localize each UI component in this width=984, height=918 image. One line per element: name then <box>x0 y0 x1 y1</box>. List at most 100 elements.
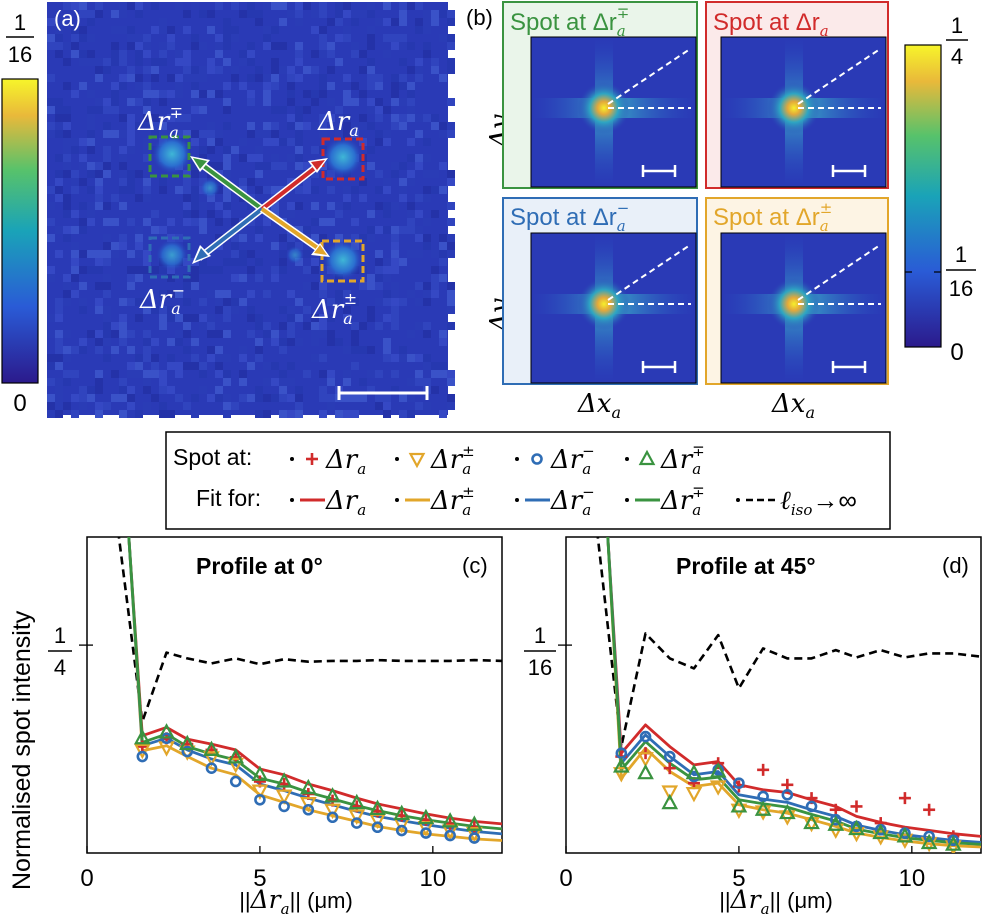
legend-marker-2 <box>531 453 543 465</box>
arrows <box>190 156 330 264</box>
legend-dot-1-0 <box>290 498 294 502</box>
series-leadin-plot-d-3 <box>606 537 623 770</box>
panel-a: 1 16 0 <box>1 2 455 418</box>
series-line-plot-d-0 <box>620 723 981 838</box>
point-plot-d-1-0 <box>612 767 630 783</box>
point-plot-c-1-7 <box>299 797 317 813</box>
b-center-0 <box>578 82 630 134</box>
spot-lower-left <box>156 239 188 271</box>
panel-b: (b) Δya Δya Δxa Δxa Spot at Δra∓ Spot at… <box>466 1 976 422</box>
point-plot-d-3-3 <box>685 763 703 780</box>
point-plot-d-2-9 <box>829 813 842 826</box>
colorbar-b <box>904 44 942 348</box>
point-plot-c-3-1 <box>158 723 175 739</box>
point-plot-c-1-5 <box>251 784 269 800</box>
point-plot-d-3-10 <box>848 819 865 836</box>
heatmap-a-noise <box>47 2 455 418</box>
point-plot-d-1-6 <box>754 805 772 821</box>
legend-dot-0-3 <box>625 457 629 461</box>
point-plot-c-3-0 <box>133 728 151 745</box>
point-plot-d-0-9 <box>829 803 842 816</box>
box-upper-right <box>321 137 365 181</box>
b-center-1 <box>768 82 820 134</box>
chart-c-ylabel: Normalised spot intensity <box>8 610 36 890</box>
legend-label-1-2: Δra− <box>550 483 595 519</box>
point-plot-c-1-4 <box>227 757 245 774</box>
b-profile45-2 <box>607 244 691 301</box>
point-plot-c-2-2 <box>181 745 194 758</box>
point-plot-c-3-14 <box>465 815 483 831</box>
point-plot-d-0-12 <box>898 792 911 805</box>
series-line-plot-c-1 <box>142 744 502 842</box>
series-line-plot-c-2 <box>141 736 502 836</box>
point-plot-c-2-4 <box>229 775 242 788</box>
chart-d-tag: (d) <box>942 553 969 578</box>
label-a-upper-right: Δra <box>317 107 359 140</box>
series-line-plot-d-1 <box>620 746 981 849</box>
legend-dot-0-1 <box>395 457 399 461</box>
point-plot-c-2-6 <box>278 800 290 813</box>
point-plot-c-3-3 <box>203 740 220 756</box>
series-line-plot-d-3 <box>620 740 981 846</box>
spot-upper-right <box>323 137 363 177</box>
chart-d-ytick-num: 1 <box>534 623 546 648</box>
chart-c-tag: (c) <box>462 553 488 578</box>
plot-frame-c <box>86 536 503 854</box>
series-line-plot-c-4 <box>117 537 502 723</box>
colorbar-b-bottom: 0 <box>950 339 963 366</box>
chart-c-ytick-num: 1 <box>54 623 66 648</box>
panel-c: 0 5 10 Profile at 0° (c) Normalised spot i… <box>8 536 503 918</box>
point-plot-d-2-5 <box>733 777 745 789</box>
title-b1: Spot at Δra∓ <box>510 4 629 40</box>
scalebar-a <box>337 386 429 400</box>
colorbar-b-top-num: 1 <box>951 13 963 38</box>
point-plot-c-2-3 <box>205 762 218 774</box>
legend-dot-iso <box>736 498 740 502</box>
point-plot-d-0-2 <box>663 762 676 775</box>
legend-label-0-2: Δra− <box>550 442 595 478</box>
title-b2: Spot at Δra <box>713 9 829 40</box>
b-profile45-3 <box>797 244 881 301</box>
chart-c-title: Profile at 0° <box>196 553 323 579</box>
point-plot-c-2-0 <box>136 750 149 763</box>
point-plot-c-2-10 <box>371 821 384 834</box>
legend-marker-3 <box>638 449 656 466</box>
point-plot-d-0-7 <box>781 778 794 791</box>
point-plot-c-2-9 <box>350 817 363 829</box>
label-a-upper-left: Δra∓ <box>137 103 183 142</box>
label-a-lower-left: Δra− <box>139 281 185 318</box>
xtick-label-plot-c-0: 0 <box>80 865 93 892</box>
legend-dot-1-3 <box>625 498 629 502</box>
box-lower-left <box>148 236 191 279</box>
point-plot-d-0-10 <box>850 800 863 813</box>
legend-marker-1 <box>408 452 426 469</box>
point-plot-d-3-2 <box>661 793 679 810</box>
xtick-label-plot-c-1: 5 <box>253 865 266 892</box>
series-leadin-plot-c-3 <box>127 537 144 743</box>
legend-row1-label: Spot at: <box>173 444 252 470</box>
series-line-plot-c-0 <box>141 726 502 826</box>
legend: Spot at: Fit for: Δra Δra± Δra− Δra∓ Δra Δra±… <box>165 431 891 530</box>
point-plot-d-3-9 <box>827 815 845 831</box>
point-plot-d-0-13 <box>923 803 936 816</box>
chart-d-xlabel: ||Δra|| (μm) <box>719 885 833 918</box>
series-line-plot-d-4 <box>596 537 981 748</box>
panel-a-tag: (a) <box>54 6 81 31</box>
legend-dot-1-2 <box>515 498 519 502</box>
point-plot-c-2-8 <box>326 811 339 824</box>
point-plot-d-3-13 <box>920 833 938 850</box>
point-plot-c-3-10 <box>369 799 386 816</box>
point-plot-c-2-7 <box>302 803 315 816</box>
point-plot-d-3-14 <box>944 835 962 851</box>
point-plot-c-1-8 <box>324 803 341 820</box>
xtick-label-plot-c-2: 10 <box>419 865 446 892</box>
b-profile45-0 <box>607 48 691 105</box>
point-plot-c-3-8 <box>324 787 341 803</box>
point-plot-c-1-3 <box>203 751 220 767</box>
legend-label-0-0: Δra <box>325 445 366 478</box>
b-center-3 <box>768 278 820 330</box>
point-plot-c-3-5 <box>251 765 269 781</box>
legend-label-0-1: Δra± <box>430 442 475 478</box>
colorbar-b-mid-den: 16 <box>949 276 973 301</box>
